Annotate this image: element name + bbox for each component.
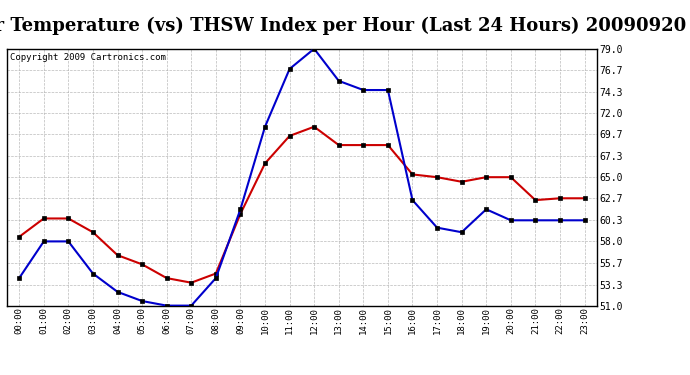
Text: Outdoor Temperature (vs) THSW Index per Hour (Last 24 Hours) 20090920: Outdoor Temperature (vs) THSW Index per … (0, 17, 687, 35)
Text: Copyright 2009 Cartronics.com: Copyright 2009 Cartronics.com (10, 53, 166, 62)
